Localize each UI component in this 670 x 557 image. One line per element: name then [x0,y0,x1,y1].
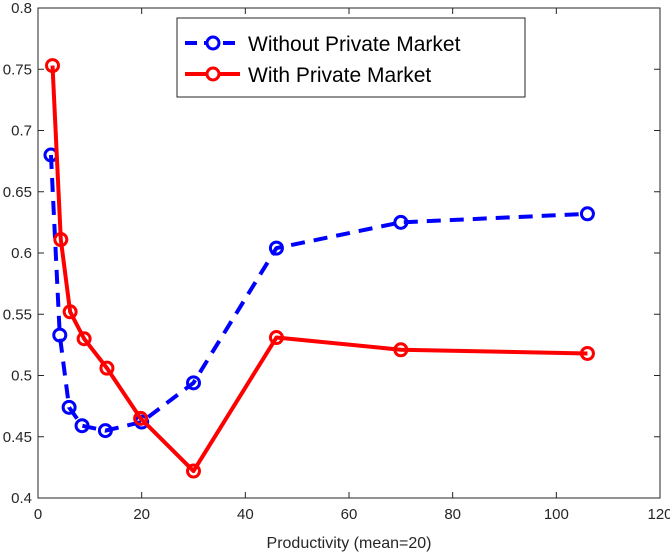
x-tick-label: 40 [237,506,254,523]
y-tick-label: 0.55 [3,306,32,323]
legend-label-without-private-market: Without Private Market [248,33,461,56]
data-point-without-private-market [579,206,595,222]
x-tick-label: 60 [341,506,358,523]
data-point-with-private-market [45,58,61,74]
data-point-with-private-market [62,304,78,320]
x-axis-label: Productivity (mean=20) [267,535,432,552]
y-tick-label: 0.45 [3,429,32,446]
data-point-without-private-market [74,418,90,434]
y-tick-label: 0.6 [11,245,32,262]
ticks-layer: 0 20 40 60 80 100 120 0.4 0.45 0.5 0.55 0.6 0.65 0.7 0… [3,0,670,523]
x-tick-label: 80 [444,506,461,523]
data-point-with-private-market [393,342,409,358]
legend-box [176,17,526,98]
legend: Without Private Market With Private Mark… [176,17,526,98]
y-tick-label: 0.4 [11,490,32,507]
data-point-without-private-market [97,423,113,439]
series-line-with-private-market [50,65,588,474]
data-point-with-private-market [268,330,284,346]
legend-label-with-private-market: With Private Market [248,64,431,87]
data-point-with-private-market [76,331,92,347]
y-tick-label: 0.75 [3,61,32,78]
series-line-without-private-market [48,154,588,433]
data-point-without-private-market [52,327,68,343]
legend-marker-with-private-market [205,66,221,82]
y-tick-label: 0.65 [3,184,32,201]
data-point-without-private-market [393,214,409,230]
x-tick-label: 120 [647,506,670,523]
series-layer [43,58,595,479]
legend-marker-without-private-market [205,35,221,51]
data-point-with-private-market [579,345,595,361]
data-point-without-private-market [268,240,284,256]
y-tick-label: 0.7 [11,123,32,140]
x-tick-label: 0 [34,506,42,523]
data-point-with-private-market [133,410,149,426]
data-point-without-private-market [61,399,77,415]
data-point-without-private-market [186,375,201,391]
x-tick-label: 100 [544,506,569,523]
y-tick-label: 0.8 [11,0,32,17]
y-tick-label: 0.5 [11,368,32,385]
data-point-with-private-market [186,463,201,479]
data-point-with-private-market [99,360,115,376]
data-point-with-private-market [53,232,69,248]
x-tick-label: 20 [133,506,150,523]
